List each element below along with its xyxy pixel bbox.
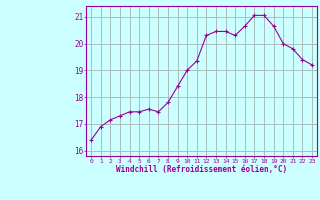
X-axis label: Windchill (Refroidissement éolien,°C): Windchill (Refroidissement éolien,°C) (116, 165, 287, 174)
